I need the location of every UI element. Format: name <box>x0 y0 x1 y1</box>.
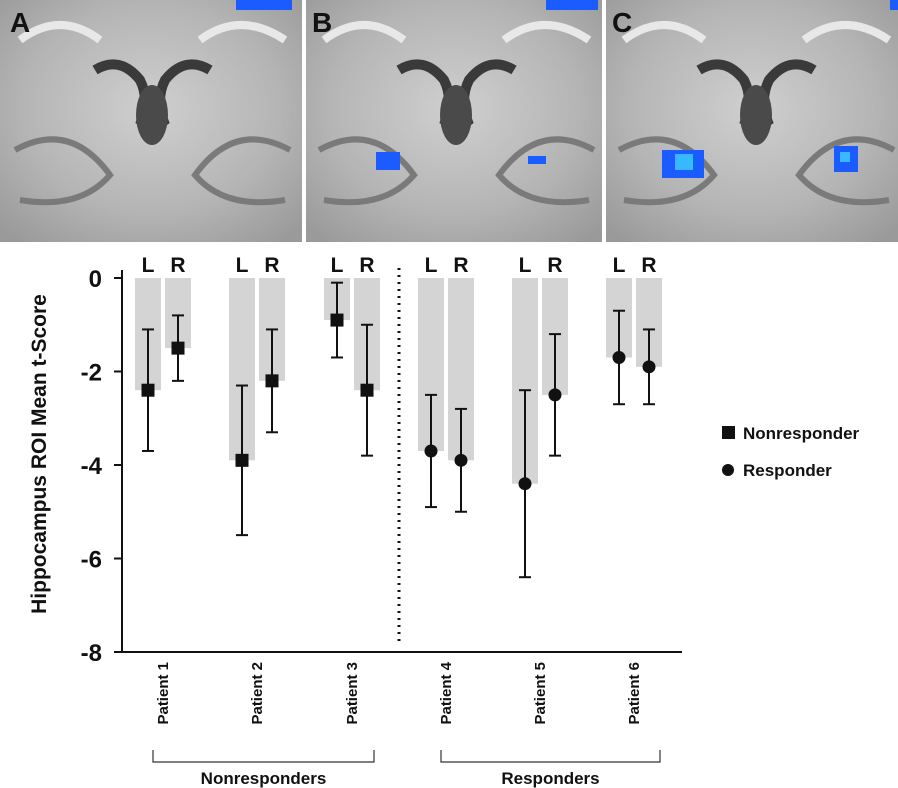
hemisphere-label: R <box>453 254 468 277</box>
group-bracket <box>152 750 375 763</box>
group-label: Nonresponders <box>201 769 327 788</box>
nonresponder-point <box>235 453 249 467</box>
hemisphere-label: L <box>142 254 155 277</box>
panel-a: A <box>0 0 302 242</box>
panel-c: C <box>606 0 898 242</box>
legend-label-responder: Responder <box>743 461 832 480</box>
hemisphere-label: R <box>547 254 562 277</box>
hemisphere-label: R <box>264 254 279 277</box>
panel-letter-a: A <box>10 7 30 38</box>
responder-point <box>518 477 532 491</box>
responder-point <box>612 350 626 364</box>
patient-label: Patient 1 <box>155 662 172 725</box>
y-tick-label: -4 <box>81 453 103 480</box>
hemisphere-label: L <box>519 254 532 277</box>
hemisphere-label: R <box>359 254 374 277</box>
nonresponder-point <box>171 341 185 355</box>
nonresponder-point <box>265 374 279 388</box>
responder-point <box>424 444 438 458</box>
responder-point <box>642 360 656 374</box>
y-axis-label: Hippocampus ROI Mean t-Score <box>28 294 51 614</box>
y-tick-label: -8 <box>81 640 102 667</box>
y-tick-label: -2 <box>81 360 102 387</box>
patient-label: Patient 3 <box>344 662 361 725</box>
legend-label-nonresponder: Nonresponder <box>743 424 860 443</box>
hemisphere-label: R <box>641 254 656 277</box>
patient-label: Patient 2 <box>249 662 266 725</box>
responder-point <box>548 388 562 402</box>
legend-marker-responder <box>722 464 734 476</box>
hippocampus-chart: Hippocampus ROI Mean t-Score 0 -2 -4 -6 -8 L… <box>28 254 860 788</box>
patient-label: Patient 5 <box>532 662 549 725</box>
patient-label: Patient 4 <box>438 661 455 724</box>
group-label: Responders <box>501 769 599 788</box>
brain-image-panels: A B C <box>0 0 898 242</box>
patient-label: Patient 6 <box>626 662 643 725</box>
hemisphere-label: L <box>236 254 249 277</box>
nonresponder-point <box>141 383 155 397</box>
y-tick-label: 0 <box>89 266 102 293</box>
hemisphere-label: L <box>613 254 626 277</box>
responder-point <box>454 453 468 467</box>
hemisphere-label: L <box>425 254 438 277</box>
legend-marker-nonresponder <box>722 426 735 439</box>
panel-letter-b: B <box>312 7 332 38</box>
panel-b: B <box>306 0 602 242</box>
panel-letter-c: C <box>612 7 632 38</box>
nonresponder-point <box>360 383 374 397</box>
nonresponder-point <box>330 313 344 327</box>
group-bracket <box>440 750 661 763</box>
hemisphere-label: L <box>331 254 344 277</box>
hemisphere-label: R <box>170 254 185 277</box>
y-tick-label: -6 <box>81 547 102 574</box>
